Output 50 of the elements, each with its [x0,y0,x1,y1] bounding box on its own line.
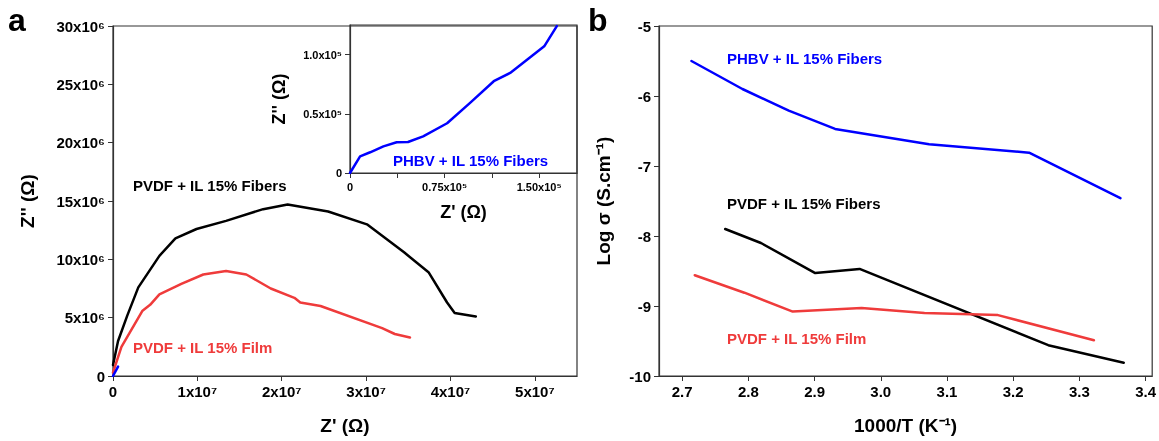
x-tick-label: 3x10⁷ [346,383,386,400]
line-series [111,269,412,374]
y-tick-label: 15x10⁶ [56,192,105,210]
y-tick-label: 20x10⁶ [56,134,105,152]
y-tick-label: -7 [637,157,651,175]
series-label: PVDF + IL 15% Film [133,339,273,356]
x-axis-title: 1000/T (K⁻¹) [854,415,958,436]
chart-title: b [588,2,608,38]
series-label: PVDF + IL 15% Film [727,330,867,347]
y-tick-label: -5 [637,17,651,35]
x-tick-label: 3.0 [870,383,892,400]
y-tick-label: 0 [96,367,105,385]
x-tick-label: 2.9 [804,383,825,400]
y-tick-label: 25x10⁶ [56,75,105,93]
x-tick-label: 1.50x10⁵ [516,180,562,193]
x-tick-label: 1x10⁷ [177,383,218,400]
series-label: PHBV + IL 15% Fibers [727,50,883,67]
chart-title: a [8,2,26,38]
y-tick-label: -10 [629,367,651,385]
x-axis-title: Z' (Ω) [320,415,370,436]
series-label: PVDF + IL 15% Fibers [727,195,881,212]
x-tick-label: 2.7 [671,383,693,400]
y-tick-label: 0.5x10⁵ [303,107,342,120]
y-tick-label: -6 [637,87,651,105]
y-tick-label: -9 [637,297,651,315]
y-tick-label: 5x10⁶ [64,309,105,327]
y-axis-title: Z'' (Ω) [269,73,289,125]
x-tick-label: 0.75x10⁵ [422,180,468,193]
x-tick-label: 4x10⁷ [430,383,471,400]
x-tick-label: 3.4 [1135,383,1157,400]
y-tick-label: 30x10⁶ [56,17,105,35]
x-axis-title: Z' (Ω) [440,202,487,222]
x-tick-label: 3.3 [1068,383,1090,400]
line-series [693,273,1096,342]
x-tick-label: 5x10⁷ [515,383,555,400]
y-tick-label: -8 [637,227,651,245]
x-tick-label: 2.8 [737,383,759,400]
y-axis-title: Log σ (S.cm⁻¹) [593,136,614,266]
y-tick-label: 1.0x10⁵ [303,48,342,61]
y-tick-label: 10x10⁶ [56,250,105,268]
series-label: PHBV + IL 15% Fibers [393,152,549,169]
y-tick-label: 0 [335,167,342,179]
x-tick-label: 3.2 [1002,383,1024,400]
x-tick-label: 0 [346,180,354,193]
x-tick-label: 2x10⁷ [261,383,302,400]
x-tick-label: 0 [108,383,118,400]
x-tick-label: 3.1 [936,383,958,400]
y-axis-title: Z'' (Ω) [17,174,38,228]
line-series [723,227,1125,364]
series-label: PVDF + IL 15% Fibers [133,177,287,194]
